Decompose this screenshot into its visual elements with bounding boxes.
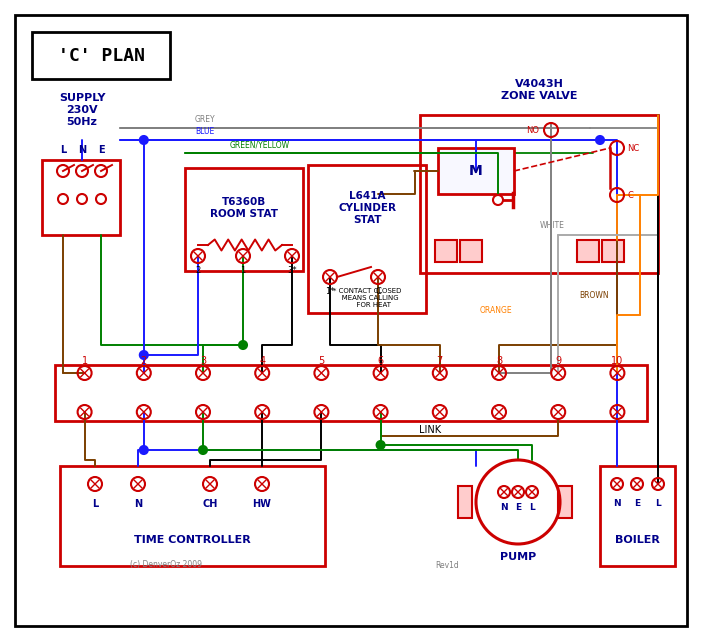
- Text: BLUE: BLUE: [195, 127, 214, 136]
- Text: 1: 1: [240, 265, 246, 274]
- Bar: [460, 240, 482, 262]
- Text: BROWN: BROWN: [579, 290, 609, 299]
- Text: L: L: [92, 499, 98, 509]
- Text: L: L: [529, 503, 535, 512]
- Bar: [577, 240, 599, 262]
- Text: ORANGE: ORANGE: [480, 306, 512, 315]
- Bar: [32, 32, 170, 79]
- Circle shape: [199, 446, 207, 454]
- Text: TIME CONTROLLER: TIME CONTROLLER: [134, 535, 251, 545]
- Text: N: N: [613, 499, 621, 508]
- Bar: [308, 165, 426, 313]
- Text: 6: 6: [378, 356, 384, 366]
- Text: 2: 2: [195, 265, 201, 274]
- Text: GREEN/YELLOW: GREEN/YELLOW: [230, 140, 290, 149]
- Text: N: N: [78, 145, 86, 155]
- Text: 1: 1: [81, 356, 88, 366]
- Text: N: N: [501, 503, 508, 512]
- Text: 7: 7: [437, 356, 443, 366]
- Bar: [420, 115, 658, 273]
- Text: L: L: [655, 499, 661, 508]
- Circle shape: [376, 441, 385, 449]
- Text: (c) DenverOz 2009: (c) DenverOz 2009: [130, 560, 202, 569]
- Text: 4: 4: [259, 356, 265, 366]
- Text: 10: 10: [611, 356, 623, 366]
- Text: * CONTACT CLOSED
   MEANS CALLING
      FOR HEAT: * CONTACT CLOSED MEANS CALLING FOR HEAT: [333, 288, 401, 308]
- Text: T6360B
ROOM STAT: T6360B ROOM STAT: [210, 197, 278, 219]
- Text: 5: 5: [318, 356, 324, 366]
- Circle shape: [140, 136, 148, 144]
- Text: M: M: [469, 164, 483, 178]
- Text: N: N: [134, 499, 142, 509]
- Text: BOILER: BOILER: [615, 535, 660, 545]
- Bar: [42, 160, 120, 235]
- Circle shape: [140, 446, 148, 454]
- Text: V4043H
ZONE VALVE: V4043H ZONE VALVE: [501, 79, 577, 101]
- Text: NO: NO: [526, 126, 539, 135]
- Text: E: E: [515, 503, 521, 512]
- Text: E: E: [634, 499, 640, 508]
- Text: NC: NC: [627, 144, 640, 153]
- Text: 3: 3: [200, 356, 206, 366]
- Text: WHITE: WHITE: [540, 221, 565, 230]
- Text: PUMP: PUMP: [500, 552, 536, 562]
- Bar: [55, 365, 647, 421]
- Text: E: E: [98, 145, 105, 155]
- Bar: [458, 486, 472, 518]
- Bar: [60, 466, 325, 566]
- Circle shape: [596, 136, 604, 144]
- Text: C: C: [375, 287, 381, 296]
- Bar: [600, 466, 675, 566]
- Text: GREY: GREY: [195, 115, 216, 124]
- Text: L641A
CYLINDER
STAT: L641A CYLINDER STAT: [338, 192, 396, 224]
- Bar: [602, 240, 624, 262]
- Circle shape: [140, 351, 148, 359]
- Text: L: L: [60, 145, 66, 155]
- Text: SUPPLY
230V
50Hz: SUPPLY 230V 50Hz: [59, 94, 105, 127]
- Bar: [558, 486, 572, 518]
- Text: 8: 8: [496, 356, 502, 366]
- Bar: [185, 168, 303, 271]
- Text: 1*: 1*: [325, 287, 335, 296]
- Text: C: C: [627, 190, 633, 199]
- Bar: [435, 240, 457, 262]
- Text: 'C' PLAN: 'C' PLAN: [58, 47, 145, 65]
- Circle shape: [239, 341, 247, 349]
- Text: 9: 9: [555, 356, 562, 366]
- Bar: [438, 148, 514, 194]
- Text: LINK: LINK: [419, 425, 441, 435]
- Text: 3*: 3*: [287, 265, 297, 274]
- Text: HW: HW: [253, 499, 272, 509]
- Text: CH: CH: [202, 499, 218, 509]
- Text: Rev1d: Rev1d: [435, 560, 458, 569]
- Text: 2: 2: [140, 356, 147, 366]
